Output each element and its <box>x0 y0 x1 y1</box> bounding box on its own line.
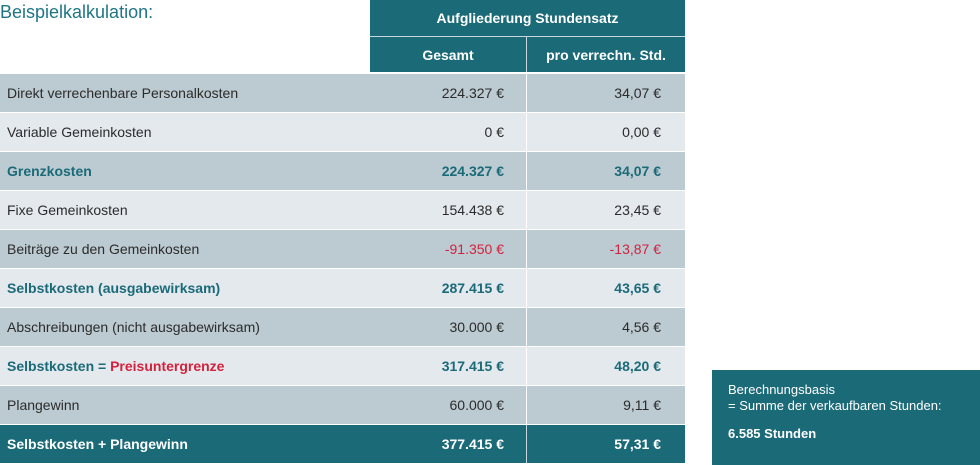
row-per-hour: 23,45 € <box>526 191 685 229</box>
row-total: 224.327 € <box>441 163 504 179</box>
page-title: Beispielkalkulation: <box>0 2 154 22</box>
row-label: Grenzkosten <box>7 163 92 179</box>
row-per-hour: 9,11 € <box>526 386 685 424</box>
header-columns: Gesamt pro verrechn. Std. <box>370 36 685 72</box>
row-label: Fixe Gemeinkosten <box>7 202 128 218</box>
row-per-hour: 48,20 € <box>526 347 685 385</box>
basis-label: Berechnungsbasis <box>728 382 835 397</box>
header-col-total: Gesamt <box>422 46 474 63</box>
basis-description: = Summe der verkaufbaren Stunden: <box>728 398 942 413</box>
row-per-hour: -13,87 € <box>526 230 685 268</box>
row-label: Selbstkosten (ausgabewirksam) <box>7 280 221 296</box>
table-row: Plangewinn 60.000 € 9,11 € <box>0 386 685 425</box>
row-label: Selbstkosten = Preisuntergrenze <box>0 347 370 385</box>
row-label: Plangewinn <box>7 397 80 413</box>
row-label-part: Selbstkosten = <box>7 358 111 374</box>
table-row: Grenzkosten 224.327 € 34,07 € <box>0 152 685 191</box>
header-group: Aufgliederung Stundensatz <box>370 0 685 36</box>
table-row: Selbstkosten (ausgabewirksam) 287.415 € … <box>0 269 685 308</box>
row-per-hour: 0,00 € <box>526 113 685 151</box>
basis-value: 6.585 Stunden <box>728 426 817 441</box>
calculation-basis-box: Berechnungsbasis = Summe der verkaufbare… <box>712 370 980 465</box>
row-label: Abschreibungen (nicht ausgabewirksam) <box>7 319 260 335</box>
table-row: Abschreibungen (nicht ausgabewirksam) 30… <box>0 308 685 347</box>
row-total: 377.415 € <box>441 436 504 452</box>
row-total: 154.438 € <box>441 202 504 218</box>
calculation-table: Direkt verrechenbare Personalkosten 224.… <box>0 74 685 464</box>
row-label: Selbstkosten + Plangewinn <box>7 436 188 452</box>
row-per-hour: 34,07 € <box>526 152 685 190</box>
row-per-hour: 57,31 € <box>526 425 685 463</box>
row-label: Beiträge zu den Gemeinkosten <box>7 241 200 257</box>
row-per-hour: 34,07 € <box>526 74 685 112</box>
row-total: 287.415 € <box>441 280 504 296</box>
row-total: 60.000 € <box>449 397 505 413</box>
table-row: Variable Gemeinkosten 0 € 0,00 € <box>0 113 685 152</box>
table-row-total: Selbstkosten + Plangewinn 377.415 € 57,3… <box>0 425 685 464</box>
row-total: -91.350 € <box>444 241 504 257</box>
price-floor-label: Preisuntergrenze <box>110 358 225 374</box>
row-total: 0 € <box>484 124 504 140</box>
row-per-hour: 4,56 € <box>526 308 685 346</box>
table-row: Beiträge zu den Gemeinkosten -91.350 € -… <box>0 230 685 269</box>
row-label: Direkt verrechenbare Personalkosten <box>7 85 239 101</box>
header-col-per-hour: pro verrechn. Std. <box>526 37 685 72</box>
table-row: Direkt verrechenbare Personalkosten 224.… <box>0 74 685 113</box>
row-per-hour: 43,65 € <box>526 269 685 307</box>
row-label: Variable Gemeinkosten <box>7 124 152 140</box>
row-total: 317.415 € <box>441 358 504 374</box>
row-total: 224.327 € <box>441 85 504 101</box>
row-total: 30.000 € <box>449 319 505 335</box>
table-row: Fixe Gemeinkosten 154.438 € 23,45 € <box>0 191 685 230</box>
table-row: Selbstkosten = Preisuntergrenze 317.415 … <box>0 347 685 386</box>
